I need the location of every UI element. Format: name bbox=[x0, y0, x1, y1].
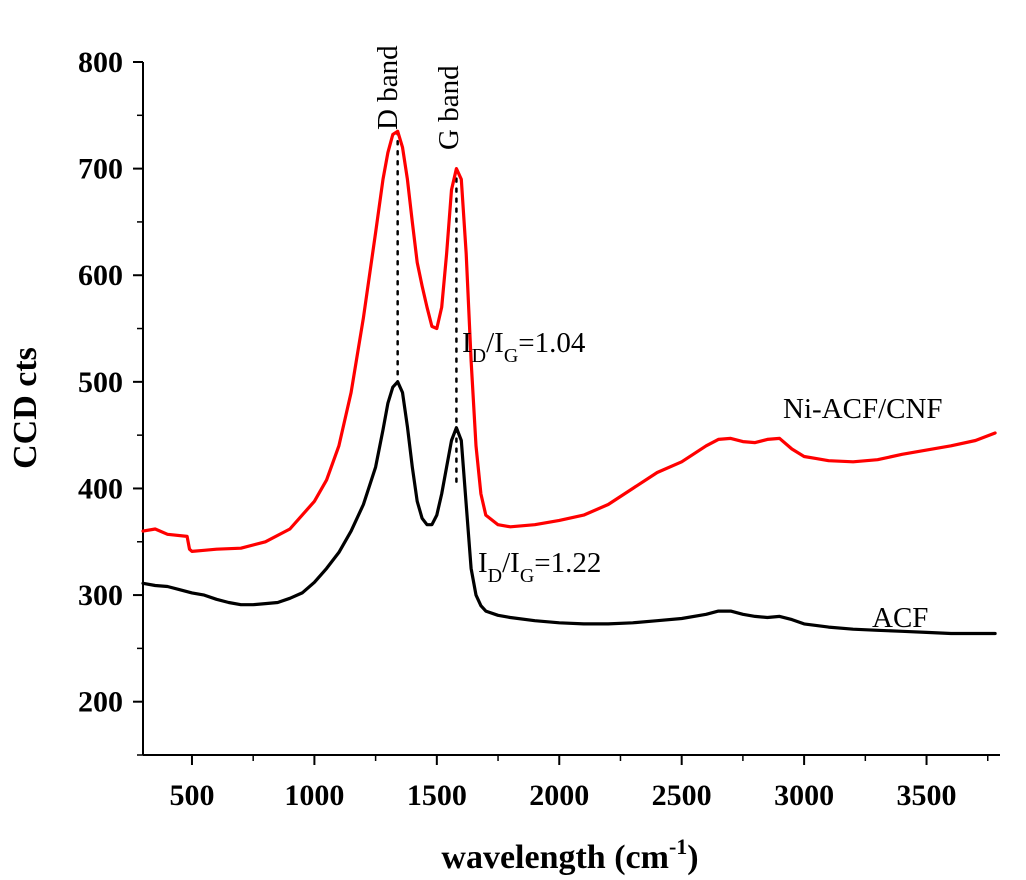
y-tick-label: 400 bbox=[78, 472, 123, 505]
acf-ratio-value: =1.22 bbox=[534, 547, 601, 579]
d-band-label: D band bbox=[372, 45, 404, 130]
ni-ratio-prefix: I bbox=[462, 327, 472, 359]
ni-ratio-mid: /I bbox=[486, 327, 504, 359]
axes: 500 1000 1500 2000 2500 3000 3500 200 300 400 500 6… bbox=[78, 46, 1000, 812]
y-tick-label: 300 bbox=[78, 579, 123, 612]
x-tick-label: 2000 bbox=[529, 779, 589, 812]
series-label-ni-acf-cnf: Ni-ACF/CNF bbox=[783, 393, 943, 425]
x-tick-label: 1000 bbox=[284, 779, 344, 812]
series-group bbox=[141, 129, 997, 636]
y-tick-label: 600 bbox=[78, 259, 123, 292]
x-tick-label: 3500 bbox=[897, 779, 957, 812]
band-marker-lines bbox=[396, 130, 458, 490]
y-tick-label: 200 bbox=[78, 686, 123, 719]
x-axis-title-close: ) bbox=[687, 839, 698, 876]
ni-ratio-sub-g: G bbox=[504, 345, 518, 367]
series-line-acf bbox=[141, 380, 997, 636]
g-band-label: G band bbox=[433, 65, 465, 150]
y-tick-label: 500 bbox=[78, 366, 123, 399]
x-axis-title: wavelength (cm-1) bbox=[441, 834, 698, 876]
acf-ratio-mid: /I bbox=[502, 547, 520, 579]
x-axis-title-main: wavelength (cm bbox=[441, 839, 669, 876]
acf-ratio-sub-g: G bbox=[520, 565, 534, 587]
x-axis-title-sup: -1 bbox=[669, 834, 687, 859]
x-tick-label: 1500 bbox=[407, 779, 467, 812]
series-line-ni-acf-cnf bbox=[141, 129, 997, 554]
ni-ratio-value: =1.04 bbox=[518, 327, 586, 359]
ni-ratio-sub-d: D bbox=[472, 345, 486, 367]
x-tick-label: 3000 bbox=[774, 779, 834, 812]
series-label-acf: ACF bbox=[872, 602, 928, 634]
acf-ratio-prefix: I bbox=[478, 547, 488, 579]
ni-ratio-annotation: ID/IG=1.04 bbox=[462, 327, 586, 367]
x-tick-label: 2500 bbox=[652, 779, 712, 812]
y-tick-label: 800 bbox=[78, 46, 123, 79]
acf-ratio-sub-d: D bbox=[488, 565, 502, 587]
acf-ratio-annotation: ID/IG=1.22 bbox=[478, 547, 601, 587]
y-axis-title: CCD cts bbox=[7, 347, 44, 469]
y-tick-label: 700 bbox=[78, 153, 123, 186]
x-tick-label: 500 bbox=[169, 779, 214, 812]
